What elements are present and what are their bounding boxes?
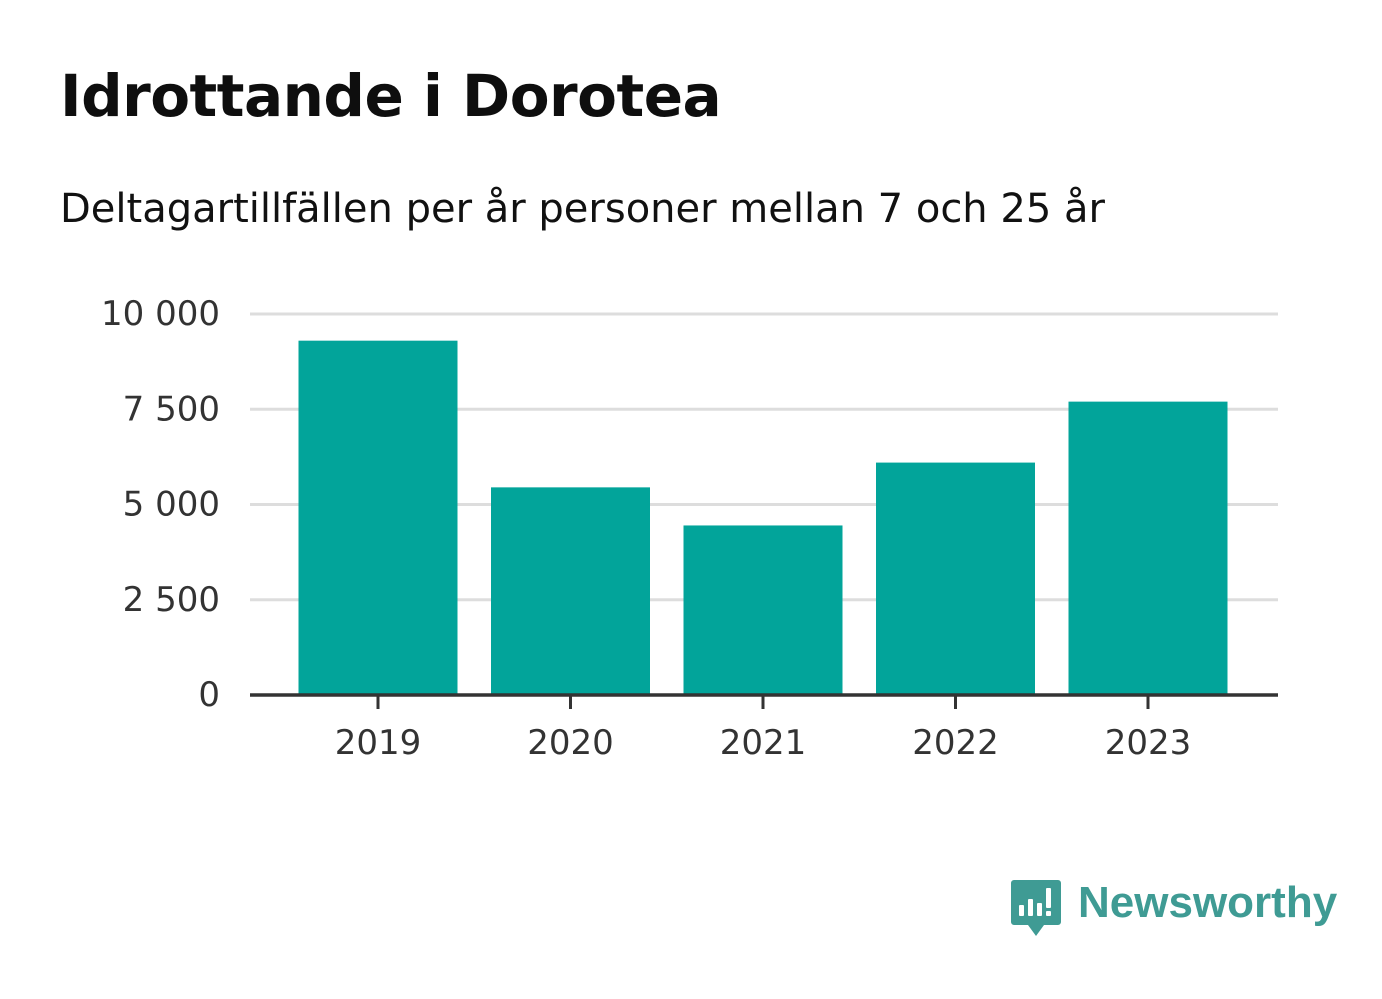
bars bbox=[298, 340, 1228, 695]
brand-logo: Newsworthy bbox=[1010, 878, 1337, 942]
bar-2022 bbox=[876, 462, 1035, 695]
bar-2023 bbox=[1068, 401, 1228, 695]
bar-2020 bbox=[491, 487, 650, 695]
x-axis bbox=[250, 693, 1278, 709]
chart-title: Idrottande i Dorotea bbox=[60, 62, 722, 130]
x-tick-label: 2021 bbox=[720, 723, 807, 763]
y-tick-label: 7 500 bbox=[123, 389, 220, 429]
bar-2019 bbox=[298, 340, 458, 695]
x-axis-tick-labels: 2019 2020 2021 2022 2023 bbox=[335, 723, 1192, 763]
bar-2021 bbox=[683, 525, 843, 695]
x-tick-label: 2019 bbox=[335, 723, 422, 763]
y-tick-label: 2 500 bbox=[123, 580, 220, 620]
y-axis-tick-labels: 0 2 500 5 000 7 500 10 000 bbox=[101, 294, 220, 715]
y-tick-label: 0 bbox=[198, 675, 220, 715]
y-tick-label: 10 000 bbox=[101, 294, 220, 334]
x-tick-label: 2022 bbox=[912, 723, 999, 763]
x-tick-label: 2020 bbox=[527, 723, 614, 763]
chart-subtitle: Deltagartillfällen per år personer mella… bbox=[60, 186, 1105, 232]
y-tick-label: 5 000 bbox=[123, 485, 220, 525]
x-tick-label: 2023 bbox=[1105, 723, 1192, 763]
brand-name: Newsworthy bbox=[1078, 878, 1338, 927]
newsworthy-logo-icon bbox=[1011, 880, 1061, 936]
